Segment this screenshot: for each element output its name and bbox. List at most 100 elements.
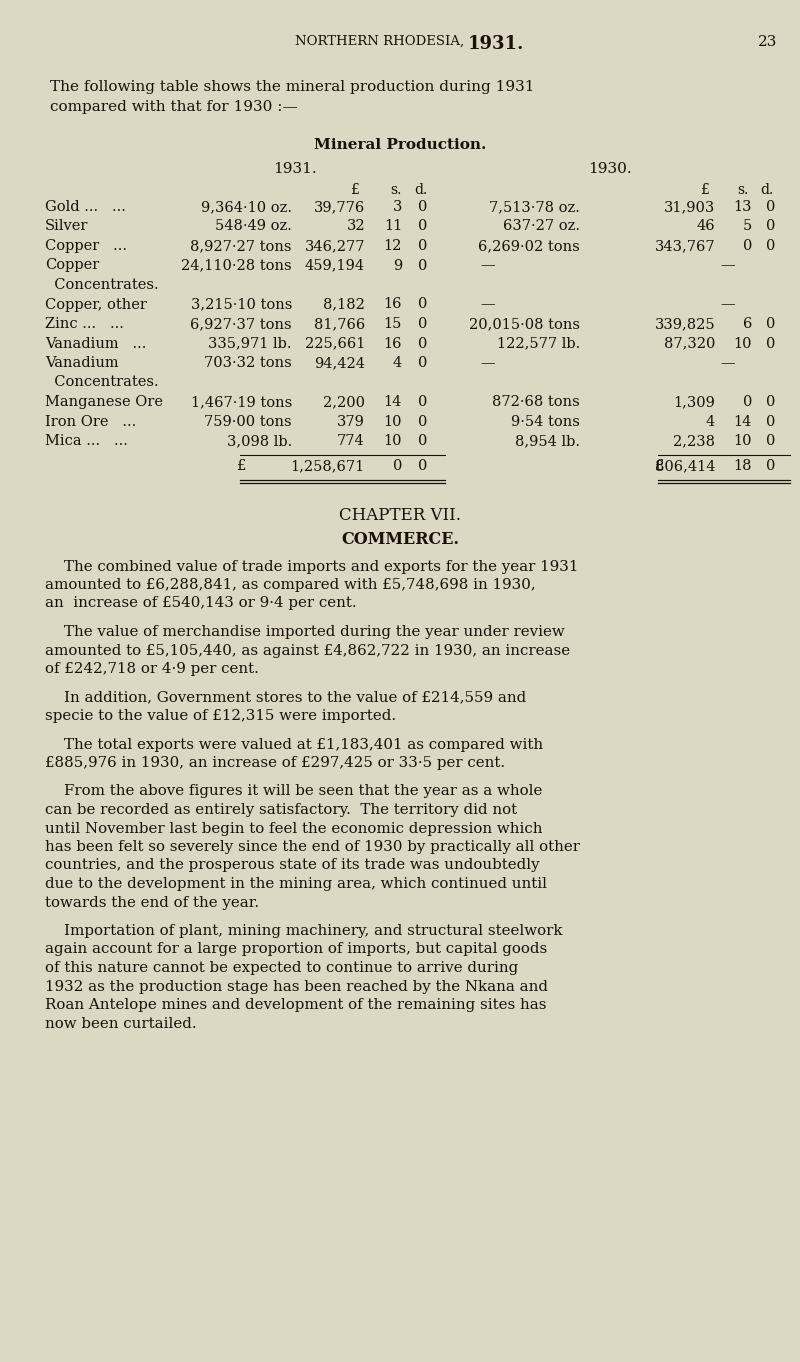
Text: 0: 0 <box>418 336 427 350</box>
Text: 8,954 lb.: 8,954 lb. <box>515 434 580 448</box>
Text: 548·49 oz.: 548·49 oz. <box>215 219 292 233</box>
Text: —: — <box>720 259 734 272</box>
Text: due to the development in the mining area, which continued until: due to the development in the mining are… <box>45 877 547 891</box>
Text: 872·68 tons: 872·68 tons <box>492 395 580 409</box>
Text: 703·32 tons: 703·32 tons <box>204 355 292 370</box>
Text: 11: 11 <box>384 219 402 233</box>
Text: 15: 15 <box>384 317 402 331</box>
Text: —: — <box>720 297 734 312</box>
Text: 32: 32 <box>346 219 365 233</box>
Text: 94,424: 94,424 <box>314 355 365 370</box>
Text: 0: 0 <box>742 395 752 409</box>
Text: 346,277: 346,277 <box>305 238 365 253</box>
Text: Copper, other: Copper, other <box>45 297 147 312</box>
Text: 16: 16 <box>383 336 402 350</box>
Text: £: £ <box>350 183 359 197</box>
Text: 1,467·19 tons: 1,467·19 tons <box>190 395 292 409</box>
Text: 23: 23 <box>758 35 778 49</box>
Text: £: £ <box>655 459 664 474</box>
Text: towards the end of the year.: towards the end of the year. <box>45 895 259 910</box>
Text: 759·00 tons: 759·00 tons <box>204 414 292 429</box>
Text: 13: 13 <box>734 200 752 214</box>
Text: 1930.: 1930. <box>588 162 632 176</box>
Text: 0: 0 <box>766 459 775 474</box>
Text: 87,320: 87,320 <box>664 336 715 350</box>
Text: 9·54 tons: 9·54 tons <box>511 414 580 429</box>
Text: Vanadium: Vanadium <box>45 355 118 370</box>
Text: s.: s. <box>737 183 748 197</box>
Text: 379: 379 <box>337 414 365 429</box>
Text: 14: 14 <box>384 395 402 409</box>
Text: 10: 10 <box>383 414 402 429</box>
Text: Mica ...   ...: Mica ... ... <box>45 434 128 448</box>
Text: amounted to £6,288,841, as compared with £5,748,698 in 1930,: amounted to £6,288,841, as compared with… <box>45 577 536 592</box>
Text: 0: 0 <box>766 200 775 214</box>
Text: 4: 4 <box>393 355 402 370</box>
Text: —: — <box>480 297 494 312</box>
Text: 18: 18 <box>734 459 752 474</box>
Text: 0: 0 <box>418 297 427 312</box>
Text: 12: 12 <box>384 238 402 253</box>
Text: 81,766: 81,766 <box>314 317 365 331</box>
Text: 1931.: 1931. <box>468 35 524 53</box>
Text: Mineral Production.: Mineral Production. <box>314 138 486 153</box>
Text: 3,215·10 tons: 3,215·10 tons <box>190 297 292 312</box>
Text: 0: 0 <box>766 395 775 409</box>
Text: 31,903: 31,903 <box>664 200 715 214</box>
Text: 4: 4 <box>706 414 715 429</box>
Text: 14: 14 <box>734 414 752 429</box>
Text: 0: 0 <box>766 414 775 429</box>
Text: 0: 0 <box>418 355 427 370</box>
Text: 16: 16 <box>383 297 402 312</box>
Text: Copper   ...: Copper ... <box>45 238 127 253</box>
Text: Importation of plant, mining machinery, and structural steelwork: Importation of plant, mining machinery, … <box>45 923 562 938</box>
Text: 0: 0 <box>418 317 427 331</box>
Text: The following table shows the mineral production during 1931: The following table shows the mineral pr… <box>50 80 534 94</box>
Text: Silver: Silver <box>45 219 88 233</box>
Text: The total exports were valued at £1,183,401 as compared with: The total exports were valued at £1,183,… <box>45 737 543 752</box>
Text: d.: d. <box>414 183 427 197</box>
Text: 806,414: 806,414 <box>654 459 715 474</box>
Text: The combined value of trade imports and exports for the year 1931: The combined value of trade imports and … <box>45 560 578 573</box>
Text: COMMERCE.: COMMERCE. <box>341 531 459 549</box>
Text: 20,015·08 tons: 20,015·08 tons <box>469 317 580 331</box>
Text: 2,200: 2,200 <box>323 395 365 409</box>
Text: 10: 10 <box>734 434 752 448</box>
Text: Zinc ...   ...: Zinc ... ... <box>45 317 124 331</box>
Text: 7,513·78 oz.: 7,513·78 oz. <box>489 200 580 214</box>
Text: 0: 0 <box>766 317 775 331</box>
Text: Manganese Ore: Manganese Ore <box>45 395 163 409</box>
Text: until November last begin to feel the economic depression which: until November last begin to feel the ec… <box>45 821 542 835</box>
Text: 0: 0 <box>742 238 752 253</box>
Text: 0: 0 <box>393 459 402 474</box>
Text: now been curtailed.: now been curtailed. <box>45 1016 197 1031</box>
Text: 0: 0 <box>766 434 775 448</box>
Text: From the above figures it will be seen that the year as a whole: From the above figures it will be seen t… <box>45 785 542 798</box>
Text: 0: 0 <box>766 219 775 233</box>
Text: CHAPTER VII.: CHAPTER VII. <box>339 508 461 524</box>
Text: NORTHERN RHODESIA,: NORTHERN RHODESIA, <box>295 35 464 48</box>
Text: 1932 as the production stage has been reached by the Nkana and: 1932 as the production stage has been re… <box>45 979 548 993</box>
Text: 339,825: 339,825 <box>654 317 715 331</box>
Text: 0: 0 <box>418 414 427 429</box>
Text: £: £ <box>237 459 246 474</box>
Text: 0: 0 <box>418 259 427 272</box>
Text: again account for a large proportion of imports, but capital goods: again account for a large proportion of … <box>45 943 547 956</box>
Text: 343,767: 343,767 <box>654 238 715 253</box>
Text: Vanadium   ...: Vanadium ... <box>45 336 146 350</box>
Text: 10: 10 <box>734 336 752 350</box>
Text: 39,776: 39,776 <box>314 200 365 214</box>
Text: 0: 0 <box>418 395 427 409</box>
Text: can be recorded as entirely satisfactory.  The territory did not: can be recorded as entirely satisfactory… <box>45 804 517 817</box>
Text: countries, and the prosperous state of its trade was undoubtedly: countries, and the prosperous state of i… <box>45 858 540 873</box>
Text: 1,258,671: 1,258,671 <box>290 459 365 474</box>
Text: s.: s. <box>390 183 402 197</box>
Text: £: £ <box>700 183 709 197</box>
Text: 225,661: 225,661 <box>305 336 365 350</box>
Text: 8,927·27 tons: 8,927·27 tons <box>190 238 292 253</box>
Text: has been felt so severely since the end of 1930 by practically all other: has been felt so severely since the end … <box>45 840 580 854</box>
Text: 335,971 lb.: 335,971 lb. <box>209 336 292 350</box>
Text: 8,182: 8,182 <box>323 297 365 312</box>
Text: 10: 10 <box>383 434 402 448</box>
Text: compared with that for 1930 :—: compared with that for 1930 :— <box>50 99 298 114</box>
